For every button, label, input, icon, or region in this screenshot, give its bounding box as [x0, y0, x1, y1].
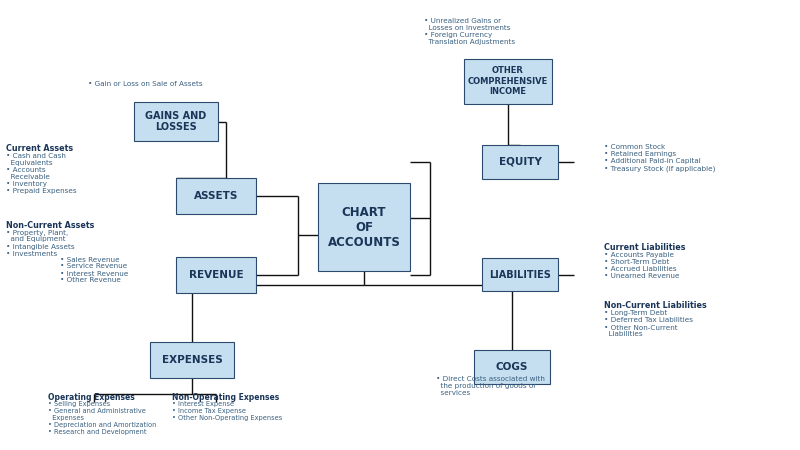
Text: CHART
OF
ACCOUNTS: CHART OF ACCOUNTS: [327, 206, 401, 249]
Text: Non-Current Assets: Non-Current Assets: [6, 220, 94, 230]
Text: Non-Current Liabilities: Non-Current Liabilities: [604, 302, 706, 310]
Text: • Selling Expenses
• General and Administrative
  Expenses
• Depreciation and Am: • Selling Expenses • General and Adminis…: [48, 401, 156, 436]
Text: • Accounts Payable
• Short-Term Debt
• Accrued Liabilities
• Unearned Revenue: • Accounts Payable • Short-Term Debt • A…: [604, 252, 679, 279]
Text: Current Liabilities: Current Liabilities: [604, 243, 686, 252]
Text: • Sales Revenue
• Service Revenue
• Interest Revenue
• Other Revenue: • Sales Revenue • Service Revenue • Inte…: [60, 256, 128, 284]
Text: OTHER
COMPREHENSIVE
INCOME: OTHER COMPREHENSIVE INCOME: [468, 66, 548, 96]
FancyBboxPatch shape: [474, 350, 550, 383]
Text: • Gain or Loss on Sale of Assets: • Gain or Loss on Sale of Assets: [88, 81, 202, 87]
FancyBboxPatch shape: [464, 58, 552, 104]
FancyBboxPatch shape: [482, 145, 558, 179]
Text: • Unrealized Gains or
  Losses on Investments
• Foreign Currency
  Translation A: • Unrealized Gains or Losses on Investme…: [424, 18, 515, 45]
Text: • Direct Costs associated with
  the production of goods or
  services: • Direct Costs associated with the produ…: [436, 376, 545, 396]
Text: EQUITY: EQUITY: [498, 157, 542, 167]
Text: • Cash and Cash
  Equivalents
• Accounts
  Receivable
• Inventory
• Prepaid Expe: • Cash and Cash Equivalents • Accounts R…: [6, 153, 77, 194]
FancyBboxPatch shape: [318, 184, 410, 271]
Text: • Interest Expense
• Income Tax Expense
• Other Non-Operating Expenses: • Interest Expense • Income Tax Expense …: [172, 401, 282, 421]
FancyBboxPatch shape: [150, 342, 234, 378]
FancyBboxPatch shape: [176, 178, 256, 214]
Text: • Common Stock
• Retained Earnings
• Additional Paid-in Capital
• Treasury Stock: • Common Stock • Retained Earnings • Add…: [604, 144, 715, 171]
Text: ASSETS: ASSETS: [194, 191, 238, 201]
Text: REVENUE: REVENUE: [189, 270, 243, 279]
Text: • Property, Plant,
  and Equipment
• Intangible Assets
• Investments: • Property, Plant, and Equipment • Intan…: [6, 230, 75, 256]
Text: GAINS AND
LOSSES: GAINS AND LOSSES: [146, 111, 206, 132]
FancyBboxPatch shape: [134, 103, 218, 140]
Text: Current Assets: Current Assets: [6, 144, 74, 153]
Text: LIABILITIES: LIABILITIES: [489, 270, 551, 279]
FancyBboxPatch shape: [176, 256, 256, 292]
Text: Non-Operating Expenses: Non-Operating Expenses: [172, 393, 279, 402]
Text: COGS: COGS: [496, 362, 528, 372]
Text: EXPENSES: EXPENSES: [162, 355, 222, 365]
Text: Operating Expenses: Operating Expenses: [48, 393, 134, 402]
Text: • Long-Term Debt
• Deferred Tax Liabilities
• Other Non-Current
  Liabilities: • Long-Term Debt • Deferred Tax Liabilit…: [604, 310, 693, 338]
FancyBboxPatch shape: [482, 257, 558, 292]
